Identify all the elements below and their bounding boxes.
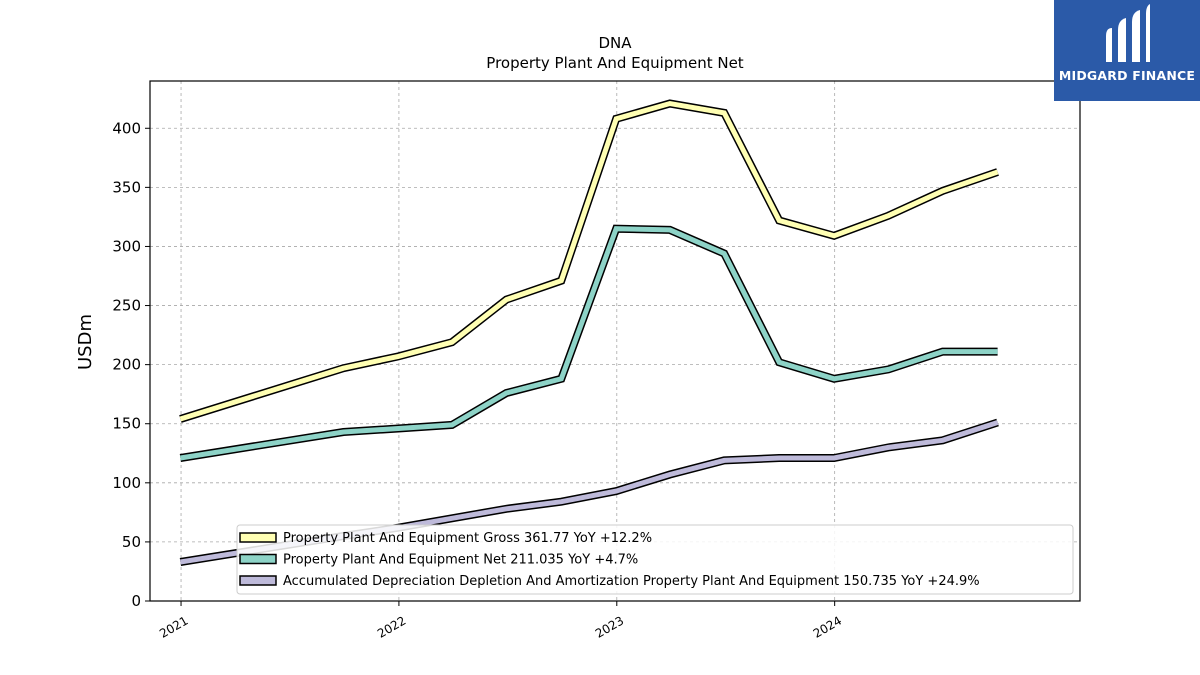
y-tick-label: 150 <box>112 415 141 433</box>
series-line <box>180 226 998 461</box>
plot-frame <box>149 80 1081 602</box>
midgard-finance-logo: MIDGARD FINANCE <box>1054 0 1200 101</box>
grid <box>150 81 1080 602</box>
y-tick-label: 250 <box>112 297 141 315</box>
legend-label: Accumulated Depreciation Depletion And A… <box>283 574 980 589</box>
y-axis-ticks: 0 50 100 150 200 250 300 350 400 <box>112 119 150 610</box>
legend-label: Property Plant And Equipment Gross 361.7… <box>283 531 652 546</box>
logo-text: MIDGARD FINANCE <box>1058 68 1196 83</box>
x-tick-label: 2024 <box>811 613 844 640</box>
y-tick-label: 0 <box>131 592 141 610</box>
legend-swatch <box>239 532 277 543</box>
y-axis-label: USDm <box>75 314 96 370</box>
legend-swatch <box>239 575 277 586</box>
chart-title: DNA <box>598 34 632 52</box>
y-tick-label: 100 <box>112 474 141 492</box>
y-tick-label: 50 <box>122 533 141 551</box>
legend-box <box>236 524 1074 595</box>
x-tick-label: 2022 <box>375 613 408 640</box>
y-tick-label: 300 <box>112 237 141 255</box>
series-lines <box>179 99 999 566</box>
chart-subtitle: Property Plant And Equipment Net <box>486 54 743 72</box>
y-tick-label: 350 <box>112 178 141 196</box>
legend-label: Property Plant And Equipment Net 211.035… <box>283 553 638 568</box>
x-tick-label: 2023 <box>593 613 626 640</box>
legend-swatch <box>239 553 277 565</box>
series-line <box>179 100 999 422</box>
x-tick-label: 2021 <box>157 613 190 640</box>
x-axis-ticks: 2021 2022 2023 2024 <box>157 601 844 641</box>
y-tick-label: 400 <box>112 119 141 137</box>
legend: Property Plant And Equipment Gross 361.7… <box>236 524 1074 595</box>
logo-mark-icon <box>1106 4 1150 62</box>
y-tick-label: 200 <box>112 356 141 374</box>
